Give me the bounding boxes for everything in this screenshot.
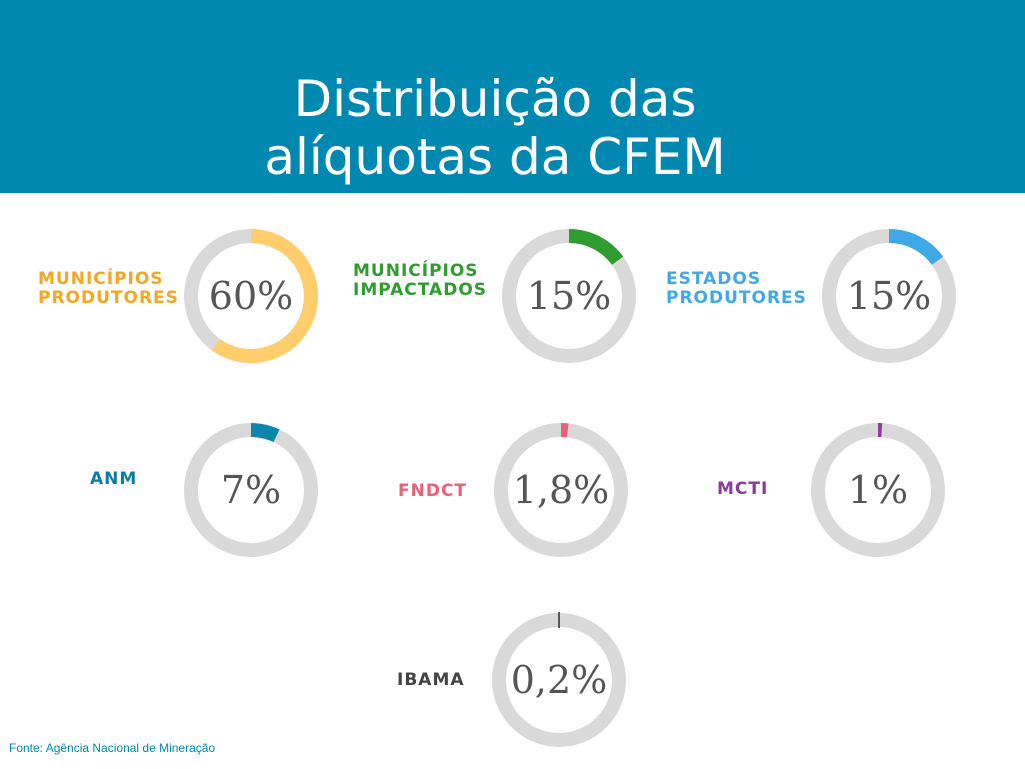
donut-fndct: 1,8% xyxy=(494,422,628,557)
label-fndct: FNDCT xyxy=(398,482,467,501)
label-line: IMPACTADOS xyxy=(353,280,488,300)
label-line: IBAMA xyxy=(397,670,465,690)
source-note: Fonte: Agência Nacional de Mineração xyxy=(9,741,216,755)
donut-municipios-produtores: 60% xyxy=(184,229,318,363)
donut-segment xyxy=(568,229,624,266)
label-line: FNDCT xyxy=(398,481,468,501)
title-line-2: alíquotas da CFEM xyxy=(264,127,726,186)
label-estados-produtores: ESTADOS PRODUTORES xyxy=(666,270,807,308)
label-line: ANM xyxy=(90,469,138,489)
label-mcti: MCTI xyxy=(717,480,768,499)
label-anm: ANM xyxy=(90,470,137,489)
label-line: MUNICÍPIOS xyxy=(38,269,164,289)
donut-value-label: 7% xyxy=(221,468,281,512)
donut-municipios-impactados: 15% xyxy=(502,229,636,363)
donut-segment xyxy=(250,423,280,443)
donut-segment xyxy=(888,229,944,266)
label-line: ESTADOS xyxy=(666,269,762,289)
label-line: PRODUTORES xyxy=(666,288,807,308)
header-banner xyxy=(0,0,1025,193)
donut-value-label: 15% xyxy=(527,274,611,318)
donut-value-label: 1% xyxy=(848,468,908,512)
donut-value-label: 15% xyxy=(847,274,931,318)
label-municipios-produtores: MUNICÍPIOS PRODUTORES xyxy=(38,270,179,308)
label-line: MCTI xyxy=(717,479,769,499)
donut-estados-produtores: 15% xyxy=(822,229,956,363)
donut-value-label: 60% xyxy=(209,274,293,318)
donut-ibama: 0,2% xyxy=(492,612,626,747)
label-line: PRODUTORES xyxy=(38,288,179,308)
donut-value-label: 1,8% xyxy=(513,468,610,512)
title-line-1: Distribuição das xyxy=(293,69,697,128)
label-line: MUNICÍPIOS xyxy=(353,261,479,281)
label-municipios-impactados: MUNICÍPIOS IMPACTADOS xyxy=(353,262,487,300)
label-ibama: IBAMA xyxy=(397,671,465,690)
donut-value-label: 0,2% xyxy=(511,658,608,702)
donut-mcti: 1% xyxy=(811,423,945,557)
donut-anm: 7% xyxy=(184,423,318,557)
page-title: Distribuição das alíquotas da CFEM xyxy=(0,70,990,186)
donut-segment xyxy=(211,229,318,363)
